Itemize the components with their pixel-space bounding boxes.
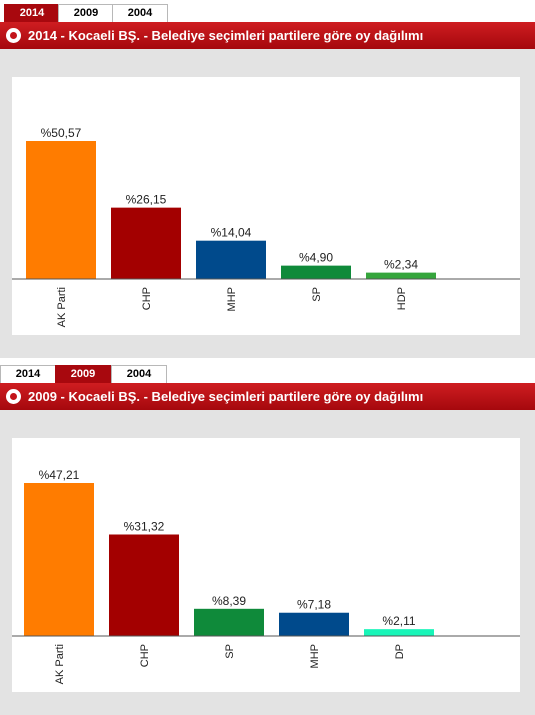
tick-label: CHP [141,287,153,310]
chart-header: 2014 - Kocaeli BŞ. - Belediye seçimleri … [0,22,535,49]
tick-label: SP [224,644,236,659]
chart-title: 2014 - Kocaeli BŞ. - Belediye seçimleri … [28,28,424,43]
election-panel-2014: 2014 2009 2004 2014 - Kocaeli BŞ. - Bele… [0,4,535,358]
tick-label: DP [394,644,406,659]
bar [279,612,349,636]
bar [196,240,266,279]
tab-2004[interactable]: 2004 [111,365,167,383]
data-label: %14,04 [211,226,252,240]
tick-label: MHP [309,644,321,668]
bar-chart-2014: %50,57 AK Parti %26,15 CHP %14,04 MHP %4,90 SP%… [12,77,520,335]
data-label: %8,39 [212,594,246,608]
bar [281,265,351,279]
tab-2009[interactable]: 2009 [58,4,114,22]
data-label: %4,90 [299,251,333,265]
chart-header: 2009 - Kocaeli BŞ. - Belediye seçimleri … [0,383,535,410]
tick-label: HDP [396,287,408,310]
data-label: %26,15 [126,193,167,207]
chart-canvas [12,77,520,335]
info-circle-icon [6,389,21,404]
bar [111,207,181,279]
data-label: %31,32 [124,519,165,533]
plot-area: %50,57 AK Parti %26,15 CHP %14,04 MHP %4,90 SP%… [0,49,535,358]
tick-label: AK Parti [56,287,68,327]
data-label: %47,21 [39,468,80,482]
bar [366,272,436,279]
chart-canvas [12,438,520,692]
election-panel-2009: 2014 2009 2004 2009 - Kocaeli BŞ. - Bele… [0,365,535,715]
tick-label: MHP [226,287,238,311]
tab-2009[interactable]: 2009 [55,365,111,383]
chart-title: 2009 - Kocaeli BŞ. - Belediye seçimleri … [28,389,424,404]
year-tabs: 2014 2009 2004 [0,365,535,383]
year-tabs: 2014 2009 2004 [0,4,535,22]
bar [26,141,96,279]
bar [24,483,94,636]
bar [194,608,264,636]
info-circle-icon [6,28,21,43]
bar [364,629,434,636]
data-label: %2,11 [382,614,415,628]
data-label: %2,34 [384,258,418,272]
plot-area: %47,21 AK Parti %31,32 CHP %8,39 SP %7,18 MHP %2… [0,410,535,715]
data-label: %7,18 [297,598,331,612]
bar-chart-2009: %47,21 AK Parti %31,32 CHP %8,39 SP %7,18 MHP %2… [12,438,520,692]
data-label: %50,57 [41,126,82,140]
tab-2014[interactable]: 2014 [4,4,60,22]
tick-label: AK Parti [54,644,66,684]
tick-label: SP [311,287,323,302]
tick-label: CHP [139,644,151,667]
tab-2014[interactable]: 2014 [0,365,56,383]
tab-2004[interactable]: 2004 [112,4,168,22]
bar [109,534,179,636]
